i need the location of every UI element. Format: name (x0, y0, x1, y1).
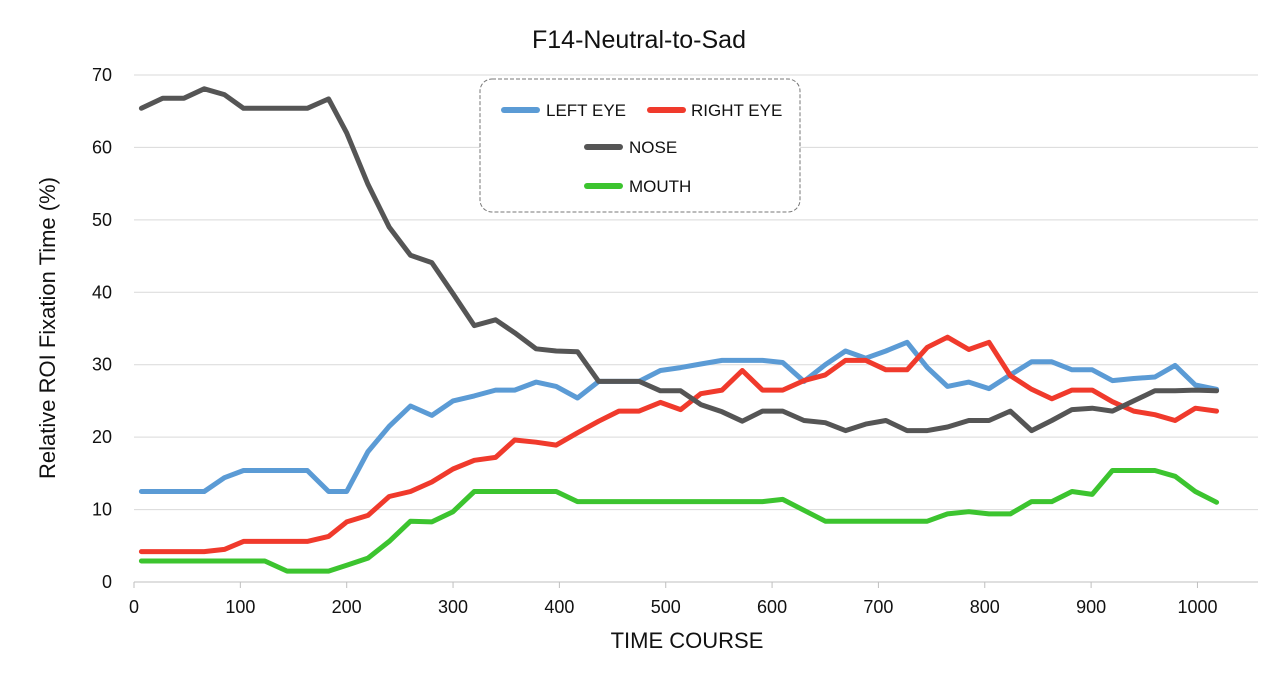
y-tick-label: 30 (92, 355, 112, 375)
x-tick-label: 600 (757, 597, 787, 617)
x-tick-label: 800 (970, 597, 1000, 617)
legend-box (479, 78, 801, 213)
x-tick-label: 0 (129, 597, 139, 617)
legend-label: NOSE (629, 138, 677, 157)
y-axis-title: Relative ROI Fixation Time (%) (35, 177, 60, 479)
x-tick-label: 700 (863, 597, 893, 617)
series-line-left-eye (138, 339, 1220, 494)
chart-title: F14-Neutral-to-Sad (532, 26, 746, 54)
y-tick-label: 70 (92, 65, 112, 85)
series-line-nose (138, 86, 1220, 434)
x-axis-title: TIME COURSE (611, 628, 764, 653)
y-tick-label: 0 (102, 572, 112, 592)
x-tick-label: 900 (1076, 597, 1106, 617)
legend-item: MOUTH (584, 177, 691, 196)
x-tick-label: 200 (332, 597, 362, 617)
legend-item: RIGHT EYE (647, 101, 782, 120)
y-tick-label: 10 (92, 500, 112, 520)
x-tick-label: 100 (225, 597, 255, 617)
x-tick-label: 300 (438, 597, 468, 617)
legend-item: LEFT EYE (501, 101, 626, 120)
y-tick-label: 60 (92, 137, 112, 157)
legend-item: NOSE (584, 138, 677, 157)
series-lines (138, 86, 1220, 574)
series-line-right-eye (138, 334, 1220, 555)
legend: LEFT EYE RIGHT EYE NOSE MOUTH (479, 78, 801, 213)
y-tick-label: 40 (92, 282, 112, 302)
y-tick-label: 50 (92, 210, 112, 230)
y-tick-label: 20 (92, 427, 112, 447)
legend-label: MOUTH (629, 177, 691, 196)
legend-label: RIGHT EYE (691, 101, 782, 120)
series-line-mouth (138, 468, 1220, 574)
x-tick-label: 400 (544, 597, 574, 617)
x-tick-label: 500 (651, 597, 681, 617)
legend-label: LEFT EYE (546, 101, 626, 120)
x-tick-label: 1000 (1177, 597, 1217, 617)
